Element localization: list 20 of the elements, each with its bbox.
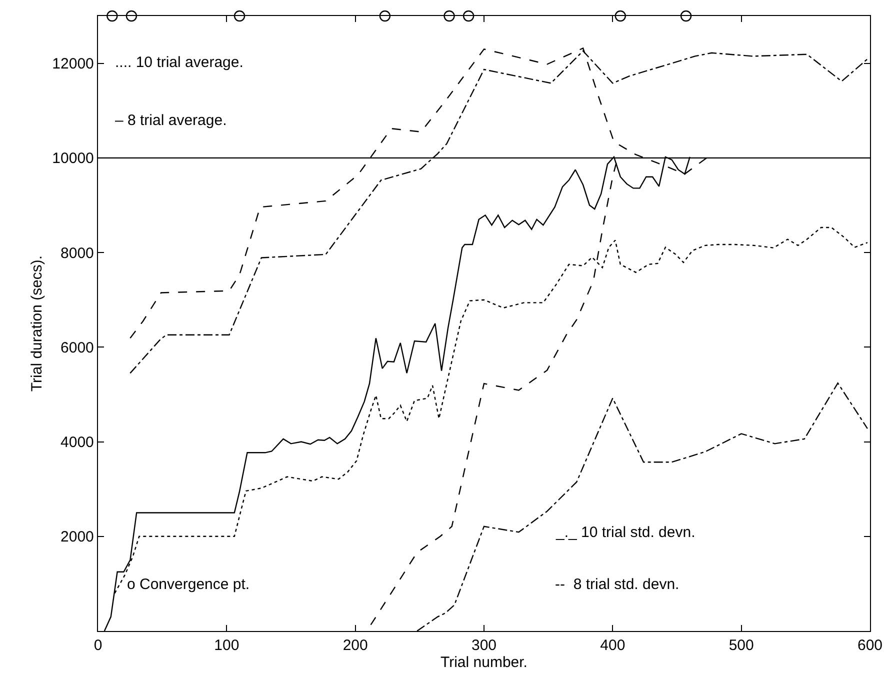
x-tick-label: 300	[471, 637, 497, 654]
x-tick-label: 400	[600, 637, 626, 654]
annotation: .... 10 trial average.	[115, 54, 244, 71]
y-tick-label: 2000	[60, 528, 94, 546]
x-tick-label: 500	[728, 637, 754, 654]
x-tick-label: 100	[214, 637, 240, 654]
annotation: -- 8 trial std. devn.	[555, 576, 680, 593]
x-tick-label: 200	[342, 637, 368, 654]
annotation: – 8 trial average.	[115, 112, 227, 129]
y-tick-label: 10000	[52, 150, 94, 168]
y-tick-label: 6000	[60, 339, 94, 356]
annotation: _._ 10 trial std. devn.	[555, 524, 696, 541]
x-tick-label: 0	[94, 637, 102, 654]
y-tick-label: 8000	[60, 244, 94, 262]
y-axis-title: Trial duration (secs).	[28, 255, 46, 392]
x-axis-title: Trial number.	[440, 654, 528, 672]
x-tick-label: 600	[857, 637, 883, 654]
y-tick-label: 12000	[52, 56, 94, 73]
annotation: o Convergence pt.	[127, 576, 250, 593]
y-tick-label: 4000	[60, 434, 94, 452]
